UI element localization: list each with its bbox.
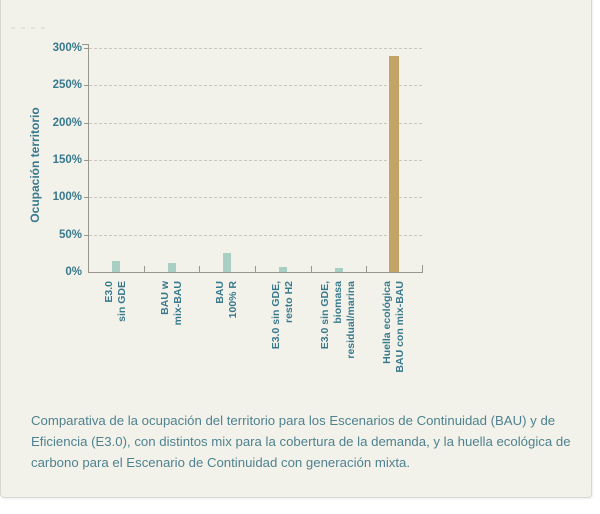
x-separator-tick-1: [144, 266, 145, 272]
gridline-250: [89, 85, 422, 87]
y-tick-label-0: 0%: [65, 266, 82, 278]
y-tick-250: [84, 85, 88, 87]
x-category-label-0: E3.0 sin GDE: [103, 281, 128, 322]
x-category-label-3: E3.0 sin GDE, resto H2: [270, 281, 295, 350]
y-tick-100: [84, 197, 88, 199]
y-axis-title: Ocupación territorio: [28, 107, 42, 223]
y-tick-200: [84, 122, 88, 124]
bar-chart: Ocupación territorio 0% 50% 100% 150% 200% 25…: [1, 0, 593, 410]
bar-0: [112, 260, 120, 272]
bar-3: [279, 266, 287, 272]
y-axis-end-tick: [82, 44, 88, 45]
y-tick-150: [84, 160, 88, 161]
y-axis-line: [88, 44, 89, 272]
chart-card: Ocupación territorio 0% 50% 100% 150% 200% 25…: [0, 0, 592, 498]
gridline-200: [89, 122, 422, 124]
bar-5: [389, 56, 399, 272]
x-axis-line: [88, 272, 423, 273]
x-separator-tick-3: [255, 266, 256, 272]
x-category-label-1: BAU w mix-BAU: [159, 281, 184, 326]
x-axis-end-tick: [422, 265, 423, 272]
x-separator-tick-4: [311, 266, 312, 272]
gridline-100: [89, 197, 422, 199]
x-category-label-4: E3.0 sin GDE, biomasa residual/marina: [319, 281, 357, 359]
y-tick-label-250: 250%: [52, 79, 82, 92]
x-separator-tick-5: [366, 266, 367, 272]
gridline-300: [89, 48, 422, 49]
y-tick-50: [84, 234, 88, 236]
y-tick-300: [84, 48, 88, 49]
gridline-150: [89, 160, 422, 161]
y-tick-label-150: 150%: [52, 154, 82, 166]
y-tick-label-300: 300%: [52, 42, 82, 54]
decoration-dashes: [11, 27, 45, 29]
y-tick-label-50: 50%: [58, 228, 82, 241]
bar-2: [223, 253, 231, 272]
chart-caption: Comparativa de la ocupación del territor…: [31, 413, 571, 470]
gridline-50: [89, 234, 422, 236]
y-tick-label-200: 200%: [52, 116, 82, 129]
bar-4: [335, 268, 343, 272]
x-category-label-2: BAU 100% R: [214, 281, 239, 319]
x-separator-tick-2: [199, 266, 200, 272]
bar-1: [168, 263, 176, 272]
y-tick-label-100: 100%: [52, 191, 82, 204]
x-category-label-5: Huella ecológica BAU con mix-BAU: [381, 281, 406, 373]
